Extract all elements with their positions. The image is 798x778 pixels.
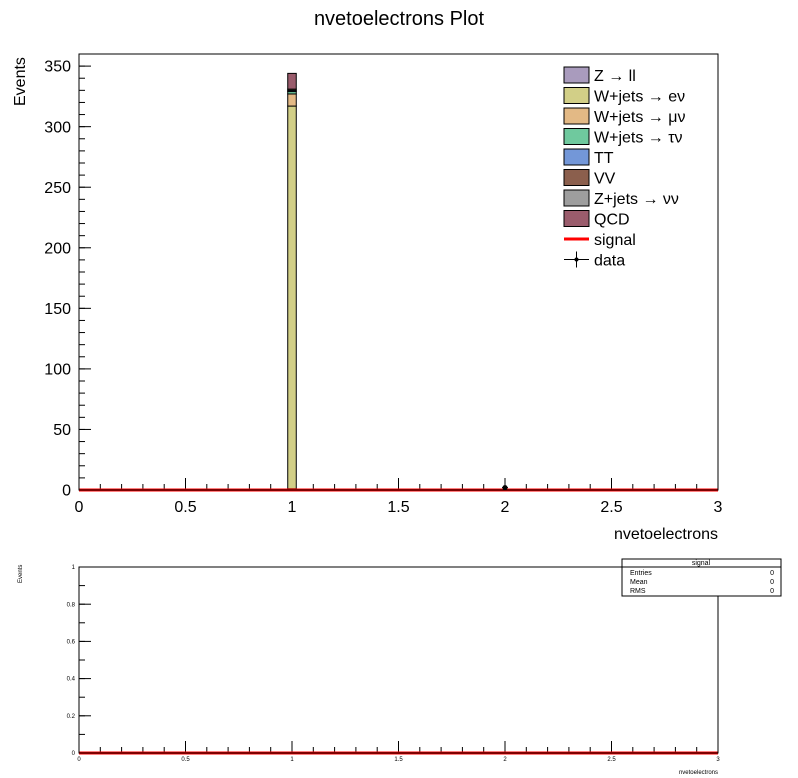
legend-swatch xyxy=(563,87,590,104)
stats-box-title: signal xyxy=(692,560,711,567)
legend-swatch xyxy=(563,66,590,84)
legend-label: Z → ll xyxy=(594,68,636,85)
stats-mean-label: Mean xyxy=(630,579,648,586)
stats-rms-label: RMS xyxy=(630,588,646,595)
stack-bar xyxy=(287,72,297,90)
ratio-x-axis-label: nvetoelectrons xyxy=(679,770,718,776)
legend-swatch xyxy=(563,210,590,227)
legend-swatch xyxy=(563,107,590,125)
main-y-tick-label: 50 xyxy=(53,422,71,439)
ratio-x-tick-label: 3 xyxy=(716,757,720,763)
data-point xyxy=(502,485,508,491)
legend-swatch xyxy=(563,128,590,145)
main-y-tick-label: 0 xyxy=(62,483,71,500)
main-x-tick-label: 0.5 xyxy=(174,499,196,516)
ratio-x-tick-label: 1.5 xyxy=(394,757,403,763)
main-x-tick-label: 0 xyxy=(75,499,84,516)
ratio-y-tick-label: 0.8 xyxy=(67,602,76,608)
ratio-x-tick-label: 0 xyxy=(77,757,81,763)
legend-label: Z+jets → νν xyxy=(594,191,679,208)
legend-label: VV xyxy=(594,171,616,188)
legend-label: data xyxy=(594,253,625,270)
ratio-y-tick-label: 0.2 xyxy=(67,714,76,720)
ratio-x-tick-label: 0.5 xyxy=(181,757,190,763)
stack-bar xyxy=(287,105,297,490)
stats-mean-value: 0 xyxy=(770,579,774,586)
legend-swatch xyxy=(563,189,590,207)
main-x-tick-label: 2.5 xyxy=(600,499,622,516)
main-y-tick-label: 350 xyxy=(44,59,71,76)
legend-swatch xyxy=(563,148,590,166)
main-plot-frame xyxy=(78,53,719,491)
ratio-y-tick-label: 1 xyxy=(72,565,76,571)
main-y-tick-label: 300 xyxy=(44,119,71,136)
stats-box-frame xyxy=(621,558,782,597)
main-y-tick-label: 200 xyxy=(44,240,71,257)
main-x-tick-label: 1.5 xyxy=(387,499,409,516)
legend-label: TT xyxy=(594,150,614,167)
ratio-y-tick-label: 0.6 xyxy=(67,640,76,646)
main-x-tick-label: 2 xyxy=(501,499,510,516)
ratio-y-tick-label: 0 xyxy=(72,751,76,757)
ratio-x-tick-label: 1 xyxy=(290,757,294,763)
stats-box: signal Entries 0 Mean 0 RMS 0 xyxy=(621,558,782,597)
main-x-axis-label: nvetoelectrons xyxy=(614,526,718,543)
main-ticks: 0 0.5 1 1.5 2 2.5 3 0 50 100 150 200 250 300 350 xyxy=(44,59,722,516)
legend-label: QCD xyxy=(594,212,630,229)
ratio-y-axis-label: Events xyxy=(18,565,24,583)
stats-entries-label: Entries xyxy=(630,570,652,577)
main-x-tick-label: 3 xyxy=(714,499,723,516)
stats-entries-value: 0 xyxy=(770,570,774,577)
legend-swatch xyxy=(563,169,590,186)
legend-label: W+jets → τν xyxy=(594,130,683,147)
main-x-tick-label: 1 xyxy=(288,499,297,516)
legend-label: W+jets → μν xyxy=(594,109,685,126)
ratio-plot-frame xyxy=(78,566,719,754)
main-y-tick-label: 250 xyxy=(44,180,71,197)
legend-label: signal xyxy=(594,232,636,249)
main-title: nvetoelectrons Plot xyxy=(314,8,485,30)
main-legend: Z → ll W+jets → eν W+jets → μν W+jets → τν T… xyxy=(563,66,685,270)
main-y-tick-label: 100 xyxy=(44,361,71,378)
legend-marker-dot xyxy=(574,257,579,262)
ratio-x-tick-label: 2.5 xyxy=(607,757,616,763)
legend-label: W+jets → eν xyxy=(594,89,685,106)
ratio-y-tick-label: 0.4 xyxy=(67,677,76,683)
main-y-tick-label: 150 xyxy=(44,301,71,318)
main-y-axis-label: Events xyxy=(12,57,29,106)
stats-rms-value: 0 xyxy=(770,588,774,595)
ratio-x-tick-label: 2 xyxy=(503,757,507,763)
stack-bar xyxy=(287,93,297,107)
